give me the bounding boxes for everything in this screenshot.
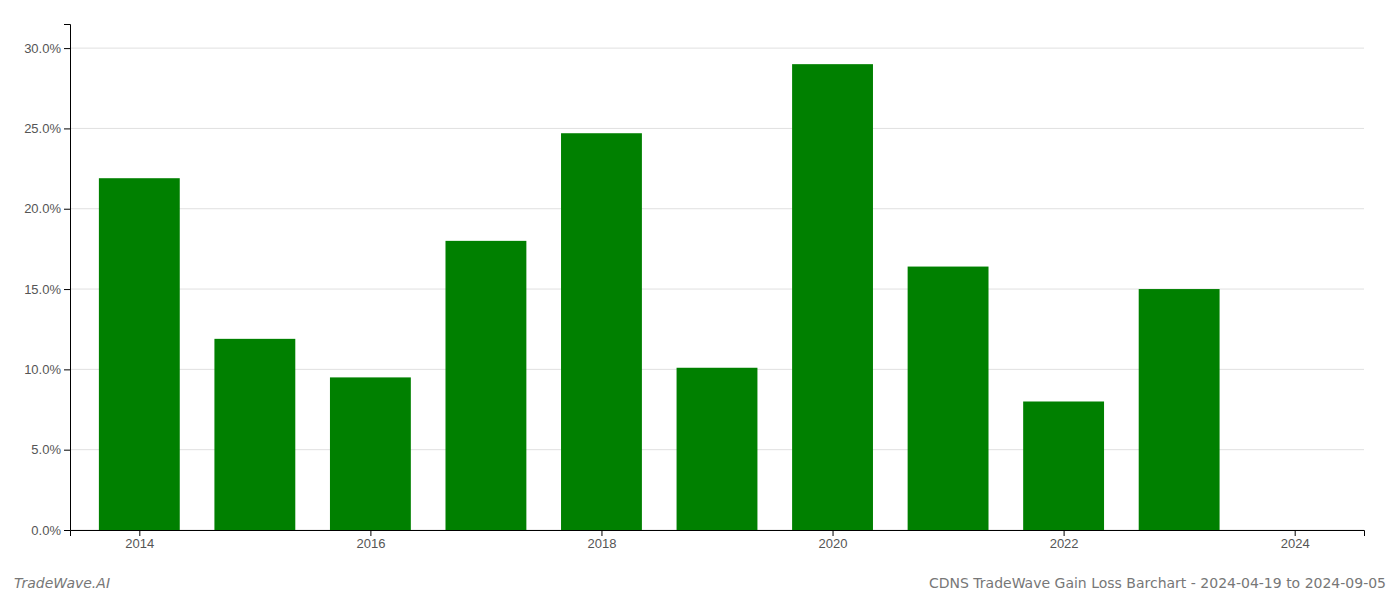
x-tick-label: 2022 — [1050, 536, 1079, 551]
x-tick: 2014 — [125, 530, 154, 551]
bar — [99, 178, 180, 530]
y-tick-label: 15.0% — [24, 282, 61, 297]
y-tick: 20.0% — [24, 201, 70, 216]
x-tick: 2020 — [819, 530, 848, 551]
y-tick-mark — [64, 48, 70, 49]
x-axis-line — [71, 531, 1365, 537]
x-tick: 2016 — [356, 530, 385, 551]
y-tick-mark — [64, 450, 70, 451]
x-tick-mark — [601, 530, 602, 536]
footer-left: TradeWave.AI — [14, 575, 110, 591]
y-tick: 0.0% — [31, 523, 70, 538]
x-tick-label: 2016 — [356, 536, 385, 551]
x-tick: 2022 — [1050, 530, 1079, 551]
bar — [330, 377, 411, 530]
grid-line — [70, 48, 1364, 49]
chart-svg: 2014 2016 2018 2020 2022 2024 0.0% 5.0% 10.0% 15.… — [0, 0, 1400, 600]
x-tick: 2018 — [588, 530, 617, 551]
grid — [70, 48, 1364, 530]
y-tick-label: 0.0% — [31, 523, 61, 538]
y-tick: 10.0% — [24, 362, 70, 377]
x-tick-mark — [139, 530, 140, 536]
y-tick-label: 25.0% — [24, 121, 61, 136]
y-tick-mark — [64, 369, 70, 370]
x-tick-label: 2018 — [588, 536, 617, 551]
x-tick-label: 2014 — [125, 536, 154, 551]
y-axis-line — [64, 25, 71, 531]
bar — [214, 339, 295, 530]
bar — [561, 133, 642, 530]
y-tick: 15.0% — [24, 282, 70, 297]
bar — [677, 368, 758, 530]
x-tick-mark — [1295, 530, 1296, 536]
y-tick: 5.0% — [31, 442, 70, 457]
bar — [445, 241, 526, 530]
grid-line — [70, 208, 1364, 209]
bar — [908, 267, 989, 530]
plot-area: 2014 2016 2018 2020 2022 2024 0.0% 5.0% 10.0% 15.… — [24, 25, 1364, 552]
y-tick: 30.0% — [24, 41, 70, 56]
footer-right: CDNS TradeWave Gain Loss Barchart - 2024… — [929, 575, 1386, 591]
bar — [792, 64, 873, 530]
x-tick-mark — [1064, 530, 1065, 536]
y-tick-mark — [64, 128, 70, 129]
x-tick-label: 2020 — [819, 536, 848, 551]
x-tick: 2024 — [1281, 530, 1310, 551]
grid-line — [70, 128, 1364, 129]
bar — [1023, 401, 1104, 530]
x-tick-mark — [833, 530, 834, 536]
y-tick-mark — [64, 289, 70, 290]
y-tick: 25.0% — [24, 121, 70, 136]
y-tick-mark — [64, 209, 70, 210]
x-axis: 2014 2016 2018 2020 2022 2024 — [71, 530, 1365, 551]
y-tick-label: 20.0% — [24, 201, 61, 216]
x-tick-label: 2024 — [1281, 536, 1310, 551]
y-tick-label: 5.0% — [31, 442, 61, 457]
y-axis: 0.0% 5.0% 10.0% 15.0% 20.0% 25.0% 30.0% — [24, 25, 70, 538]
y-tick-label: 30.0% — [24, 41, 61, 56]
y-tick-mark — [64, 530, 70, 531]
x-tick-mark — [370, 530, 371, 536]
bars — [99, 64, 1220, 530]
chart-container: 2014 2016 2018 2020 2022 2024 0.0% 5.0% 10.0% 15.… — [0, 0, 1400, 600]
bar — [1139, 289, 1220, 530]
y-tick-label: 10.0% — [24, 362, 61, 377]
